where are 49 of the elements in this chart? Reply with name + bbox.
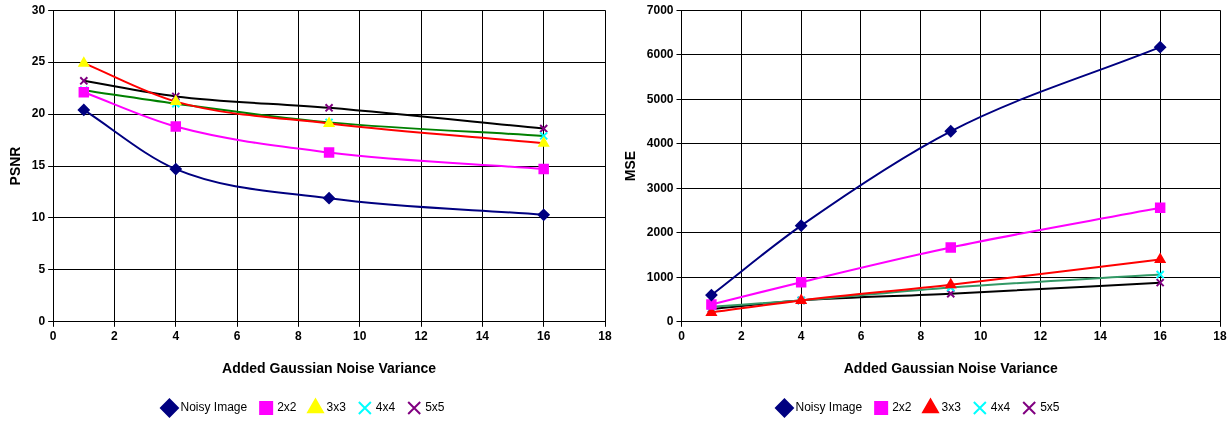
y-tick-label: 15 <box>31 158 46 173</box>
legend-label: 2x2 <box>892 400 912 415</box>
legend-label: 2x2 <box>277 400 297 415</box>
y-tick-label: 7000 <box>646 2 674 17</box>
legend-label: Noisy Image <box>795 400 863 415</box>
x-axis-title: Added Gaussian Noise Variance <box>222 360 437 377</box>
x-tick-label: 8 <box>917 329 925 344</box>
x-tick-label: 0 <box>678 329 686 344</box>
x-tick-label: 6 <box>233 329 241 344</box>
x-tick-label: 16 <box>537 329 551 344</box>
x-tick-label: 2 <box>111 329 119 344</box>
y-tick-label: 4000 <box>646 136 674 151</box>
y-tick-label: 5000 <box>646 91 674 106</box>
y-tick-label: 2000 <box>646 225 674 240</box>
y-tick-label: 0 <box>666 314 674 329</box>
legend-label: 3x3 <box>326 400 347 415</box>
x-tick-label: 4 <box>797 329 805 344</box>
y-tick-label: 20 <box>31 106 46 121</box>
y-tick-label: 25 <box>31 54 46 69</box>
x-tick-label: 14 <box>1093 329 1108 344</box>
x-tick-label: 12 <box>414 329 429 344</box>
legend-label: 5x5 <box>1040 400 1060 415</box>
y-tick-label: 10 <box>31 210 46 225</box>
y-tick-label: 0 <box>38 314 46 329</box>
x-tick-label: 0 <box>49 329 57 344</box>
legend-label: 5x5 <box>425 400 445 415</box>
x-tick-label: 10 <box>973 329 988 344</box>
y-tick-label: 5 <box>38 262 46 277</box>
legend-label: 4x4 <box>990 400 1011 415</box>
y-tick-label: 3000 <box>646 180 674 195</box>
x-tick-label: 18 <box>1213 329 1227 344</box>
x-tick-label: 8 <box>295 329 303 344</box>
legend-label: 4x4 <box>375 400 396 415</box>
x-axis-title: Added Gaussian Noise Variance <box>843 360 1058 377</box>
x-tick-label: 2 <box>737 329 745 344</box>
x-tick-label: 18 <box>598 329 612 344</box>
x-tick-label: 16 <box>1153 329 1168 344</box>
y-tick-label: 30 <box>31 2 46 17</box>
y-axis-title: MSE <box>622 150 639 182</box>
y-tick-label: 1000 <box>646 269 674 284</box>
x-tick-label: 12 <box>1033 329 1048 344</box>
y-tick-label: 6000 <box>646 47 674 62</box>
x-tick-label: 14 <box>475 329 490 344</box>
legend-label: Noisy Image <box>180 400 248 415</box>
x-tick-label: 4 <box>172 329 180 344</box>
y-axis-title: PSNR <box>7 146 24 186</box>
legend-label: 3x3 <box>941 400 962 415</box>
x-tick-label: 6 <box>857 329 865 344</box>
x-tick-label: 10 <box>353 329 367 344</box>
